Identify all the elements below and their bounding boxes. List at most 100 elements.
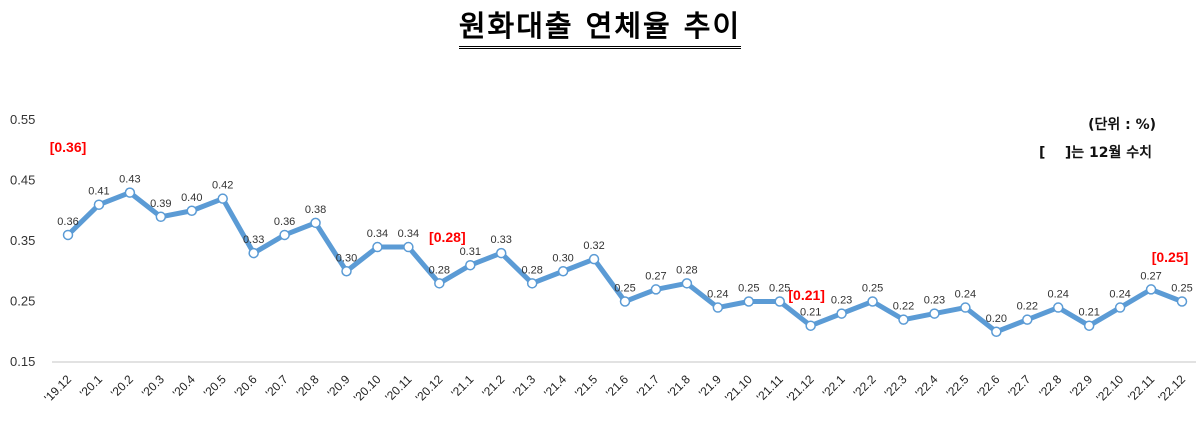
data-value-label: 0.25 — [738, 283, 759, 295]
data-value-label: 0.28 — [429, 264, 450, 276]
december-value-annotation: [0.21] — [788, 287, 825, 303]
data-value-label: 0.30 — [552, 252, 573, 264]
data-value-label: 0.41 — [88, 186, 109, 198]
x-tick-label: '21.1 — [448, 372, 476, 400]
y-axis: 0.55 0.45 0.35 0.25 0.15 — [10, 112, 35, 369]
x-tick-label: '22.11 — [1125, 372, 1157, 404]
data-point-marker — [929, 308, 940, 319]
data-value-label: 0.30 — [336, 252, 357, 264]
x-tick-label: '22.12 — [1155, 372, 1188, 405]
december-value-annotation: [0.28] — [429, 229, 466, 245]
x-tick-label: '20.1 — [77, 372, 105, 400]
data-value-label: 0.36 — [274, 216, 295, 228]
x-tick-label: '20.8 — [294, 372, 322, 400]
data-point-marker — [434, 278, 445, 289]
data-value-label: 0.24 — [1048, 289, 1069, 301]
data-value-label: 0.21 — [800, 307, 821, 319]
x-axis: '19.12'20.1'20.2'20.3'20.4'20.5'20.6'20.… — [41, 372, 1188, 405]
x-tick-label: '21.2 — [479, 372, 507, 400]
y-tick-label: 0.55 — [10, 112, 35, 127]
y-tick-label: 0.25 — [10, 294, 35, 309]
data-point-marker — [124, 187, 136, 198]
data-point-marker — [248, 247, 259, 259]
x-tick-label: '21.10 — [722, 372, 755, 405]
x-tick-label: '20.7 — [263, 372, 291, 400]
y-tick-label: 0.35 — [10, 233, 35, 248]
data-value-label: 0.22 — [893, 301, 914, 313]
x-tick-label: '20.5 — [201, 372, 229, 400]
x-tick-label: '21.9 — [696, 372, 724, 400]
data-point-marker — [960, 302, 971, 313]
data-point-marker — [62, 229, 74, 241]
data-point-marker — [155, 211, 167, 223]
x-tick-label: '20.10 — [351, 372, 384, 405]
december-note: [ ]는 12월 수치 — [1038, 145, 1152, 161]
data-value-label: 0.27 — [645, 270, 666, 282]
data-value-label: 0.23 — [831, 295, 852, 307]
data-point-marker — [1176, 296, 1188, 307]
data-value-label: 0.25 — [614, 283, 635, 295]
data-point-marker — [1083, 320, 1095, 331]
data-point-marker — [867, 296, 878, 307]
x-tick-label: '22.10 — [1093, 372, 1126, 405]
data-point-marker — [495, 247, 507, 259]
x-tick-label: '21.4 — [541, 372, 569, 400]
data-point-marker — [93, 199, 105, 210]
data-point-marker — [1145, 284, 1157, 295]
data-value-label: 0.21 — [1078, 307, 1099, 319]
x-tick-label: '20.9 — [325, 372, 353, 400]
x-tick-label: '20.11 — [382, 372, 414, 404]
data-value-label: 0.22 — [1017, 301, 1038, 313]
x-tick-label: '20.12 — [413, 372, 446, 405]
data-point-marker — [774, 296, 785, 307]
data-point-marker — [898, 314, 909, 325]
data-point-marker — [310, 217, 321, 229]
x-tick-label: '21.8 — [665, 372, 693, 400]
data-value-label: 0.33 — [491, 234, 512, 246]
data-point-marker — [1052, 302, 1064, 313]
data-point-marker — [341, 266, 352, 277]
data-point-marker — [681, 278, 693, 289]
december-value-annotation: [0.25] — [1152, 249, 1189, 265]
data-point-marker — [372, 241, 383, 253]
data-value-label: 0.25 — [1171, 283, 1192, 295]
data-point-marker — [465, 259, 476, 271]
unit-label: (단위 : %) — [1088, 117, 1156, 133]
x-tick-label: '20.3 — [139, 372, 167, 400]
data-point-marker — [650, 284, 662, 295]
chart-title: 원화대출 연체율 추이 — [0, 8, 1200, 49]
data-value-label: 0.25 — [769, 283, 790, 295]
x-tick-label: '22.2 — [851, 372, 879, 400]
x-tick-label: '21.11 — [754, 372, 786, 404]
x-tick-label: '22.8 — [1036, 372, 1064, 400]
x-tick-label: '22.9 — [1067, 372, 1095, 400]
data-labels: 0.36 0.41 0.43 0.39 0.40 0.42 0.33 0.36 0.38 0.30… — [57, 174, 1192, 325]
data-value-label: 0.28 — [676, 264, 697, 276]
x-tick-label: '22.3 — [882, 372, 910, 400]
data-point-marker — [217, 193, 228, 204]
data-point-marker — [1114, 302, 1126, 313]
data-value-label: 0.34 — [367, 228, 388, 240]
data-value-label: 0.40 — [181, 192, 202, 204]
data-point-marker — [743, 296, 755, 307]
data-point-marker — [805, 320, 816, 331]
x-tick-label: '22.5 — [943, 372, 971, 400]
data-value-label: 0.32 — [583, 240, 604, 252]
data-value-label: 0.42 — [212, 180, 233, 192]
data-value-label: 0.39 — [150, 198, 171, 210]
data-value-label: 0.23 — [924, 295, 945, 307]
y-tick-label: 0.15 — [10, 354, 35, 369]
data-point-marker — [403, 241, 414, 253]
data-point-marker — [557, 266, 569, 277]
x-tick-label: '20.6 — [232, 372, 260, 400]
data-point-marker — [836, 308, 847, 319]
data-value-label: 0.25 — [862, 283, 883, 295]
y-tick-label: 0.45 — [10, 173, 35, 188]
annotations: [0.36] [0.28] [0.21] [0.25] — [50, 139, 1189, 303]
x-tick-label: '20.4 — [170, 372, 198, 400]
data-value-label: 0.24 — [707, 289, 728, 301]
x-tick-label: '22.1 — [820, 372, 848, 400]
december-value-annotation: [0.36] — [50, 139, 87, 155]
data-point-marker — [991, 326, 1002, 337]
